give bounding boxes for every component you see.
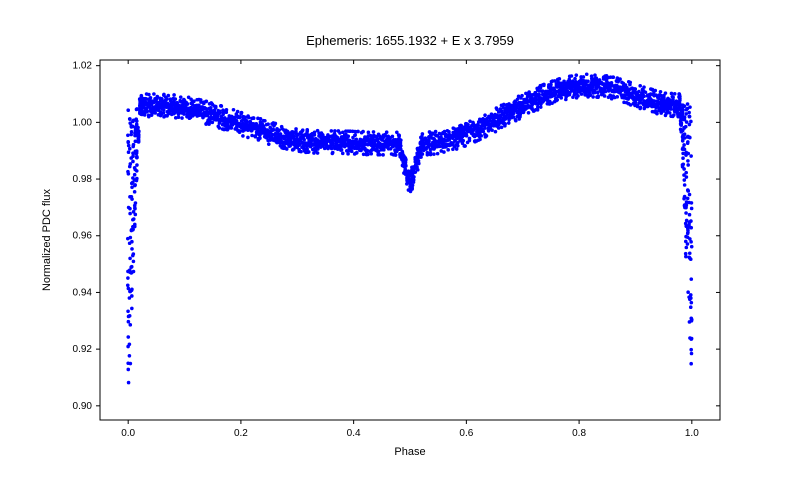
x-tick-label: 0.4 [347,428,361,439]
x-tick-label: 1.0 [685,428,699,439]
y-tick-label: 1.02 [73,61,93,72]
x-tick-label: 0.8 [572,428,586,439]
x-tick-label: 0.2 [234,428,248,439]
chart-container: 0.0 0.2 0.4 0.6 0.8 1.0 0.90 0.92 0.94 0.96 0.98 1.… [0,0,800,500]
y-tick-label: 1.00 [73,117,93,128]
y-tick-label: 0.92 [73,344,93,355]
y-axis-label: Normalized PDC flux [41,188,53,291]
x-tick-label: 0.0 [121,428,135,439]
y-tick-label: 0.98 [73,174,93,185]
y-tick-label: 0.94 [73,287,93,298]
chart-title: Ephemeris: 1655.1932 + E x 3.7959 [306,33,514,48]
phase-flux-scatter: 0.0 0.2 0.4 0.6 0.8 1.0 0.90 0.92 0.94 0.96 0.98 1.… [0,0,800,500]
x-axis-label: Phase [394,446,425,458]
y-tick-label: 0.96 [73,231,93,242]
x-tick-label: 0.6 [459,428,473,439]
data-points [126,72,694,384]
y-tick-label: 0.90 [73,401,93,412]
